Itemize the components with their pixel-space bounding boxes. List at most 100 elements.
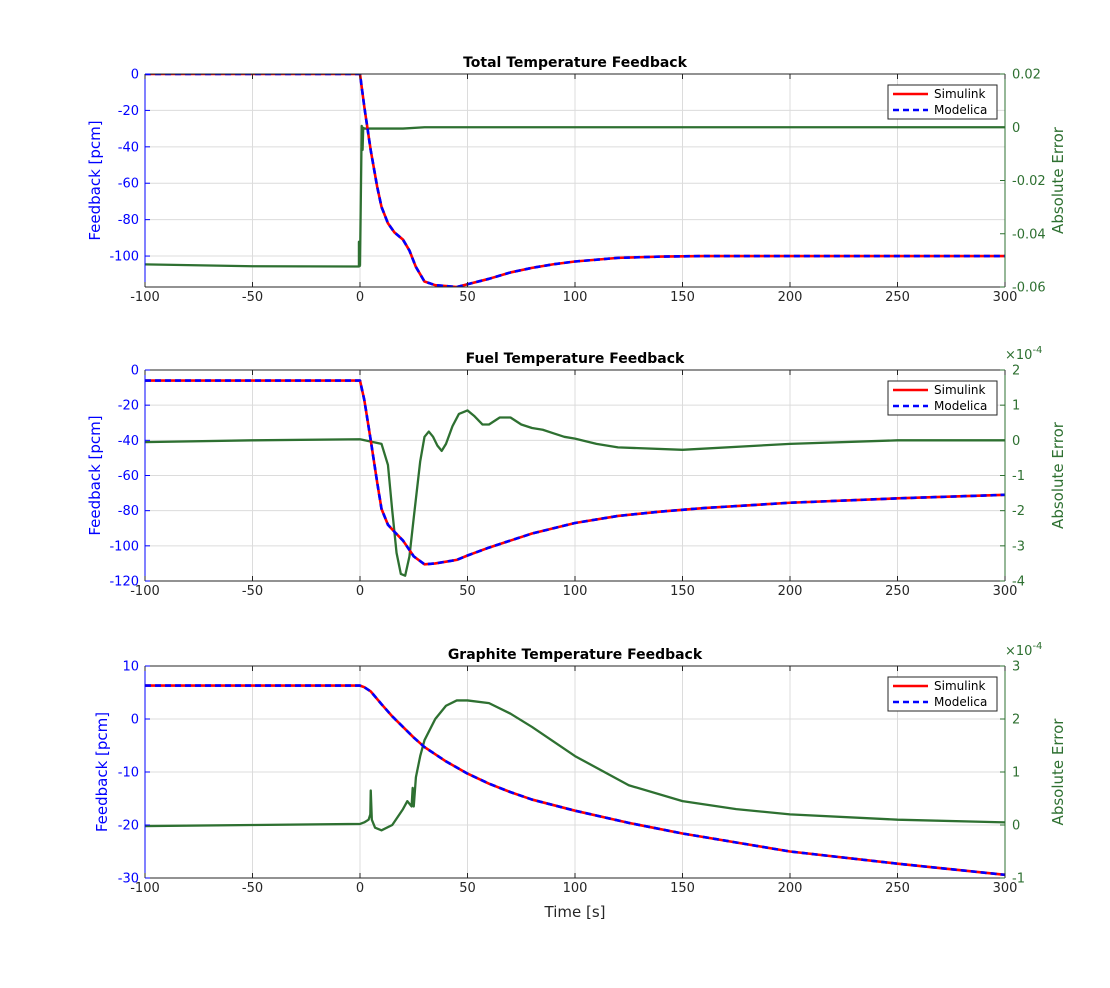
chart-title: Total Temperature Feedback [463, 55, 687, 71]
legend-box [887, 84, 998, 120]
x-tick-label: -50 [242, 584, 263, 599]
x-tick-label: 200 [778, 290, 803, 305]
y-axis-label: Feedback [pcm] [86, 415, 104, 535]
y-right-tick-label: -1 [1012, 469, 1025, 484]
legend: Simulink Modelica [887, 84, 998, 120]
y-tick-label: 10 [122, 660, 139, 675]
x-tick-label: 300 [993, 290, 1018, 305]
right-axis-exponent: ×10-4 [1005, 641, 1042, 659]
y-axis-label-right: Absolute Error [1049, 126, 1067, 234]
x-tick-label: 50 [459, 290, 476, 305]
y-tick-label: -40 [118, 140, 139, 155]
exponent-power: -4 [1032, 641, 1042, 652]
y-tick-label: -60 [118, 177, 139, 192]
right-axis-exponent: ×10-4 [1005, 345, 1042, 363]
x-tick-label: -100 [130, 584, 160, 599]
y-right-tick-label: 3 [1012, 660, 1020, 675]
y-right-tick-label: -2 [1012, 504, 1025, 519]
y-right-tick-label: 2 [1012, 364, 1020, 379]
legend-label-simulink: Simulink [934, 87, 986, 101]
x-tick-label: -100 [130, 881, 160, 896]
y-right-tick-label: -0.02 [1012, 174, 1046, 189]
y-tick-label: 0 [131, 68, 139, 83]
series-line-absolute-error [145, 124, 1005, 268]
y-tick-label: -40 [118, 434, 139, 449]
y-axis-label: Feedback [pcm] [86, 120, 104, 240]
x-tick-label: 0 [356, 584, 364, 599]
chart-panel-2: -100 -50 0 50 100 150 200 250 300-120-100-80-60-… [86, 345, 1067, 599]
y-right-tick-label: -0.06 [1012, 281, 1046, 296]
y-right-tick-label: 1 [1012, 766, 1020, 781]
series-line-simulink [145, 379, 1005, 566]
x-tick-label: 150 [670, 881, 695, 896]
x-tick-label: 0 [356, 290, 364, 305]
y-tick-label: -100 [109, 250, 139, 265]
y-right-tick-label: 0 [1012, 434, 1020, 449]
legend-label-modelica: Modelica [934, 399, 987, 413]
x-tick-label: 200 [778, 881, 803, 896]
y-tick-label: -80 [118, 504, 139, 519]
y-tick-label: -20 [118, 399, 139, 414]
y-right-tick-label: 2 [1012, 713, 1020, 728]
y-tick-label: 0 [131, 713, 139, 728]
x-tick-label: 300 [993, 584, 1018, 599]
x-tick-label: 200 [778, 584, 803, 599]
x-tick-label: 100 [563, 584, 588, 599]
exponent-base: ×10 [1005, 644, 1032, 659]
y-right-tick-label: 0 [1012, 121, 1020, 136]
x-tick-label: -100 [130, 290, 160, 305]
y-right-tick-label: -4 [1012, 575, 1025, 590]
legend-label-simulink: Simulink [934, 679, 986, 693]
x-tick-label: 250 [885, 881, 910, 896]
exponent-base: ×10 [1005, 348, 1032, 363]
y-tick-label: -20 [118, 819, 139, 834]
legend: Simulink Modelica [887, 676, 998, 712]
y-axis-label: Feedback [pcm] [93, 712, 111, 832]
y-right-tick-label: 0.02 [1012, 68, 1041, 83]
chart-title: Graphite Temperature Feedback [448, 647, 703, 663]
y-right-tick-label: -0.04 [1012, 227, 1046, 242]
x-tick-label: 100 [563, 881, 588, 896]
chart-title: Fuel Temperature Feedback [466, 351, 685, 367]
y-tick-label: -120 [109, 575, 139, 590]
x-tick-label: 50 [459, 584, 476, 599]
series-line-modelica [145, 684, 1005, 877]
x-tick-label: 300 [993, 881, 1018, 896]
y-tick-label: -100 [109, 539, 139, 554]
y-axis-label-right: Absolute Error [1049, 718, 1067, 826]
series-line-absolute-error [145, 699, 1005, 832]
series-group [145, 684, 1005, 877]
x-tick-label: 150 [670, 584, 695, 599]
x-tick-label: -50 [242, 881, 263, 896]
y-tick-label: 0 [131, 364, 139, 379]
y-right-tick-label: 1 [1012, 399, 1020, 414]
legend-box [887, 380, 998, 416]
y-right-tick-label: -3 [1012, 539, 1025, 554]
legend: Simulink Modelica [887, 380, 998, 416]
y-tick-label: -20 [118, 104, 139, 119]
chart-panel-1: -100 -50 0 50 100 150 200 250 300 -100 -80 -60 -40 -2… [86, 55, 1067, 305]
legend-label-simulink: Simulink [934, 383, 986, 397]
series-line-absolute-error [145, 409, 1005, 577]
y-tick-label: -60 [118, 469, 139, 484]
x-tick-label: 0 [356, 881, 364, 896]
legend-box [887, 676, 998, 712]
legend-label-modelica: Modelica [934, 695, 987, 709]
x-tick-label: 150 [670, 290, 695, 305]
x-tick-label: 100 [563, 290, 588, 305]
x-tick-label: 250 [885, 290, 910, 305]
y-axis-label-right: Absolute Error [1049, 421, 1067, 529]
legend-label-modelica: Modelica [934, 103, 987, 117]
x-axis-label: Time [s] [544, 903, 606, 921]
series-group [145, 379, 1005, 577]
y-right-tick-label: 0 [1012, 819, 1020, 834]
y-tick-label: -30 [118, 872, 139, 887]
y-tick-label: -10 [118, 766, 139, 781]
chart-panel-3: -100 -50 0 50 100 150 200 250 300-30-20-10010-10… [93, 641, 1067, 921]
x-tick-label: 50 [459, 881, 476, 896]
exponent-power: -4 [1032, 345, 1042, 356]
y-right-tick-label: -1 [1012, 872, 1025, 887]
x-tick-label: -50 [242, 290, 263, 305]
y-tick-label: -80 [118, 213, 139, 228]
